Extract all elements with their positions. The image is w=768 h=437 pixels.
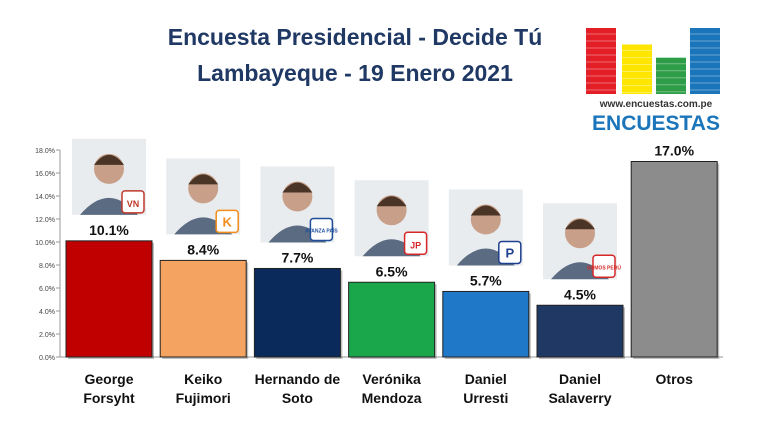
person-hair-icon	[565, 219, 595, 230]
category-label: Keiko Fujimori	[153, 370, 253, 408]
bar	[536, 304, 624, 358]
chart-subtitle: Lambayeque - 19 Enero 2021	[197, 60, 513, 86]
y-tick-label: 14.0%	[35, 194, 55, 201]
data-label: 8.4%	[187, 241, 219, 257]
category-label-line: Daniel	[464, 371, 507, 387]
person-hair-icon	[376, 196, 407, 207]
person-hair-icon	[94, 154, 124, 165]
party-logo-icon	[215, 209, 239, 234]
candidate-photo: K	[166, 158, 241, 235]
logo-brand: ENCUESTAS	[592, 112, 720, 135]
party-logo-label: P	[505, 245, 514, 260]
logo-url: www.encuestas.com.pe	[599, 99, 713, 110]
logo-bar	[690, 28, 720, 94]
category-label-line: Keiko	[184, 371, 223, 387]
category-label-line: Urresti	[463, 390, 509, 406]
data-label: 7.7%	[281, 249, 313, 265]
candidate-photo: AVANZA PAÍS	[260, 166, 338, 243]
y-tick-label: 8.0%	[39, 263, 55, 270]
chart-title: Encuesta Presidencial - Decide Tú	[167, 24, 543, 50]
logo-bar	[656, 57, 686, 94]
category-label: Otros	[624, 370, 724, 389]
party-logo-label: VN	[127, 199, 140, 209]
candidate-photo: P	[448, 189, 523, 266]
bar	[630, 161, 718, 358]
bar	[253, 267, 341, 358]
category-label-line: George	[84, 371, 134, 387]
candidate-photo: VN	[72, 138, 146, 215]
category-label-line: Otros	[655, 371, 693, 387]
category-label-line: Daniel	[558, 371, 601, 387]
encuestas-logo: www.encuestas.com.pe ENCUESTAS	[586, 28, 720, 135]
y-tick-label: 18.0%	[35, 148, 55, 155]
person-hair-icon	[470, 205, 501, 216]
category-label: George Forsyht	[59, 370, 159, 408]
category-label-line: Mendoza	[361, 390, 422, 406]
y-tick-label: 16.0%	[35, 171, 55, 178]
party-logo-icon	[498, 240, 522, 265]
category-label-line: Fujimori	[175, 390, 231, 406]
bar	[159, 259, 247, 358]
category-label-line: Verónika	[362, 371, 421, 387]
category-label: Verónika Mendoza	[342, 370, 442, 408]
category-label-line: Forsyht	[83, 390, 135, 406]
data-label: 5.7%	[470, 272, 502, 288]
category-label-line: Salaverry	[548, 390, 612, 406]
y-tick-label: 10.0%	[35, 240, 55, 247]
category-label-line: Soto	[281, 390, 313, 406]
candidate-photo: JP	[354, 180, 429, 257]
y-tick-label: 6.0%	[39, 286, 55, 293]
party-logo-label: AVANZA PAÍS	[305, 226, 338, 234]
party-logo-icon	[403, 231, 428, 255]
y-tick-label: 0.0%	[39, 355, 55, 362]
y-tick-label: 4.0%	[39, 309, 55, 316]
category-label: Daniel Urresti	[436, 370, 536, 408]
category-label: Hernando de Soto	[247, 370, 347, 408]
party-logo-label: SOMOS PERÚ	[587, 264, 621, 271]
candidate-photo: SOMOS PERÚ	[543, 203, 621, 280]
data-label: 17.0%	[654, 143, 694, 159]
party-logo-label: K	[223, 214, 233, 229]
data-label: 4.5%	[564, 286, 596, 302]
party-logo-icon	[121, 190, 145, 214]
bar	[65, 240, 153, 358]
data-label: 6.5%	[376, 263, 408, 279]
party-logo-icon	[592, 254, 616, 278]
bar	[442, 290, 530, 358]
person-hair-icon	[282, 182, 313, 193]
logo-bar	[622, 44, 652, 94]
y-tick-label: 12.0%	[35, 217, 55, 224]
y-tick-label: 2.0%	[39, 332, 55, 339]
logo-bar	[586, 28, 616, 94]
category-label-line: Hernando de	[254, 371, 341, 387]
person-hair-icon	[188, 174, 219, 185]
category-label: Daniel Salaverry	[530, 370, 630, 408]
bar	[348, 281, 436, 358]
data-label: 10.1%	[89, 222, 129, 238]
party-logo-label: JP	[410, 240, 421, 250]
party-logo-icon	[309, 217, 334, 242]
